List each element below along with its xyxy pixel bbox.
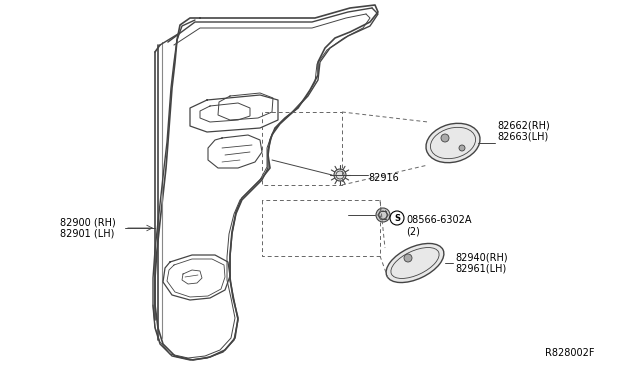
Text: 82916: 82916 [368,173,399,183]
Circle shape [459,145,465,151]
Text: 82662(RH)
82663(LH): 82662(RH) 82663(LH) [497,120,550,142]
Text: R828002F: R828002F [545,348,595,358]
Text: S: S [394,214,400,222]
Text: 08566-6302A: 08566-6302A [406,215,472,225]
Text: 82940(RH)
82961(LH): 82940(RH) 82961(LH) [455,252,508,274]
Text: (2): (2) [406,226,420,236]
Ellipse shape [386,243,444,283]
Circle shape [441,134,449,142]
Circle shape [404,254,412,262]
Circle shape [376,208,390,222]
Text: 82900 (RH)
82901 (LH): 82900 (RH) 82901 (LH) [60,217,116,239]
Ellipse shape [426,123,480,163]
Circle shape [334,169,346,181]
